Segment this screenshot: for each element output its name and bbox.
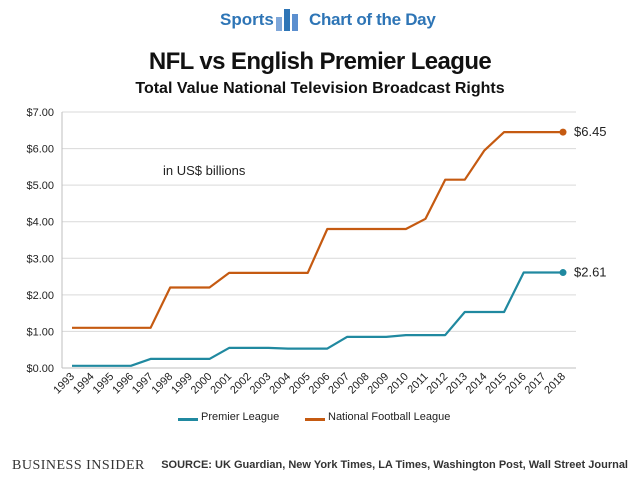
bar-chart-icon — [276, 9, 298, 31]
chart-header: Sports Chart of the Day — [0, 0, 640, 40]
y-tick-label: $4.00 — [26, 217, 54, 229]
x-tick-label: 1994 — [71, 371, 97, 397]
business-insider-logo: BUSINESS INSIDER — [12, 458, 145, 473]
end-marker — [559, 269, 567, 277]
source-note: SOURCE: UK Guardian, New York Times, LA … — [161, 459, 628, 471]
x-tick-label: 2007 — [326, 371, 352, 397]
x-tick-label: 2008 — [346, 371, 372, 397]
x-tick-label: 1995 — [91, 371, 117, 397]
x-tick-label: 2011 — [405, 371, 430, 396]
x-tick-label: 2009 — [366, 371, 392, 397]
x-tick-label: 2004 — [267, 371, 293, 397]
brand-sports-label: Sports — [220, 10, 274, 29]
y-tick-label: $3.00 — [26, 253, 54, 265]
x-tick-label: 2013 — [444, 371, 470, 397]
y-tick-label: $1.00 — [26, 326, 54, 338]
series-line-premier-league — [72, 271, 563, 367]
x-tick-label: 1997 — [130, 371, 156, 397]
end-value-label: $6.45 — [574, 124, 607, 139]
brand-chart-of-the-day-label: Chart of the Day — [309, 10, 436, 29]
y-tick-label: $0.00 — [26, 363, 54, 375]
x-tick-label: 1993 — [51, 371, 77, 397]
x-tick-label: 2016 — [503, 371, 529, 397]
x-tick-label: 2014 — [464, 371, 490, 397]
legend-swatch-premier-league — [178, 418, 198, 421]
legend-label-nfl: National Football League — [328, 411, 451, 423]
x-tick-label: 2018 — [542, 371, 568, 397]
chart-subtitle: Total Value National Television Broadcas… — [135, 80, 505, 97]
units-annotation: in US$ billions — [163, 163, 246, 178]
x-tick-label: 2003 — [248, 371, 274, 397]
x-tick-label: 1996 — [110, 371, 136, 397]
x-tick-label: 2000 — [189, 371, 215, 397]
chart-title: NFL vs English Premier League — [148, 48, 492, 75]
x-tick-label: 2010 — [385, 371, 411, 397]
x-tick-label: 2006 — [307, 371, 333, 397]
x-tick-label: 2012 — [424, 371, 450, 397]
x-tick-label: 2005 — [287, 371, 313, 397]
y-tick-label: $7.00 — [26, 107, 54, 119]
end-value-label: $2.61 — [574, 265, 607, 280]
x-tick-label: 2015 — [483, 371, 509, 397]
x-tick-label: 1998 — [150, 371, 176, 397]
legend-swatch-nfl — [305, 418, 325, 421]
x-tick-label: 1999 — [169, 371, 195, 397]
x-tick-label: 2017 — [523, 371, 549, 397]
x-tick-label: 2001 — [208, 371, 234, 397]
end-marker — [559, 128, 567, 136]
y-tick-label: $5.00 — [26, 180, 54, 192]
series-line-nfl — [72, 131, 563, 329]
x-tick-label: 2002 — [228, 371, 254, 397]
legend-label-premier-league: Premier League — [201, 411, 280, 423]
y-tick-label: $2.00 — [26, 290, 54, 302]
y-tick-label: $6.00 — [26, 144, 54, 156]
